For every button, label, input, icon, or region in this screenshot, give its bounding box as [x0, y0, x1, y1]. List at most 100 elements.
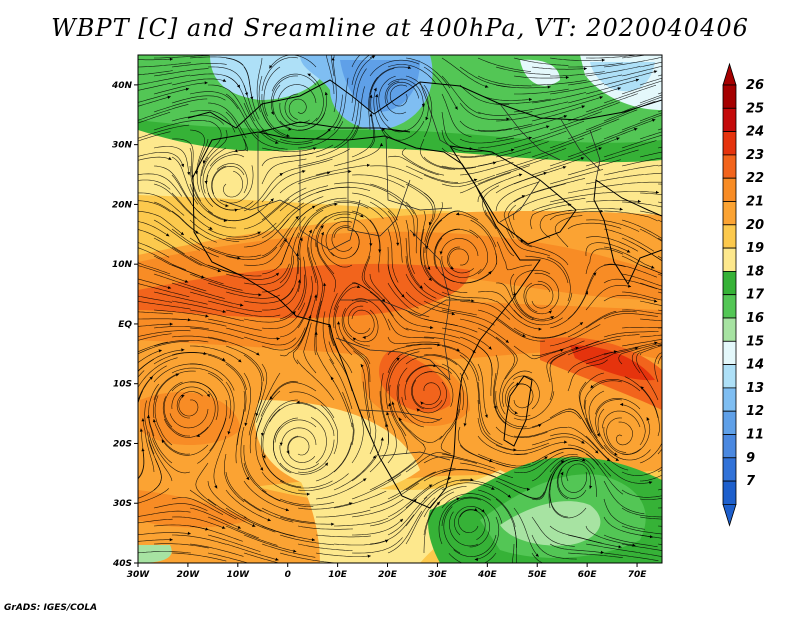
streamline [639, 334, 662, 338]
streamline-arrow [202, 160, 206, 164]
streamline [585, 435, 629, 471]
streamline [404, 365, 437, 401]
streamline [277, 84, 317, 104]
streamline [657, 110, 662, 113]
colorbar-label: 17 [746, 288, 765, 303]
streamline [297, 148, 351, 167]
streamline [297, 237, 303, 293]
streamline [423, 300, 477, 316]
streamline [423, 84, 433, 138]
streamline [369, 514, 415, 545]
streamline-arrow [521, 195, 526, 199]
streamline [657, 309, 662, 311]
streamline [639, 228, 662, 242]
streamline [176, 391, 203, 419]
streamline [531, 280, 554, 309]
streamline-arrow [616, 137, 620, 141]
streamline [513, 327, 567, 339]
streamline [513, 115, 568, 131]
streamline [621, 157, 662, 167]
streamline [138, 88, 190, 103]
streamline [138, 458, 162, 499]
streamline-arrow [362, 336, 366, 340]
streamline [513, 193, 558, 221]
streamline [513, 507, 540, 557]
streamline [416, 381, 447, 414]
streamline-arrow [535, 553, 539, 557]
streamline-arrow [396, 242, 400, 246]
streamline [531, 120, 585, 140]
streamline-arrow [175, 373, 179, 377]
streamline-arrow [270, 111, 274, 115]
streamline [513, 375, 540, 410]
streamline [207, 300, 262, 313]
lon-tick-label: 10W [227, 570, 251, 580]
streamline [153, 68, 209, 77]
streamline [618, 342, 662, 365]
streamline-arrow [543, 171, 547, 175]
streamline [172, 534, 227, 545]
streamline [603, 228, 655, 252]
streamline [369, 291, 409, 331]
streamline [585, 525, 636, 546]
streamline [566, 463, 592, 489]
streamline [279, 158, 333, 176]
streamline [505, 381, 531, 417]
streamline-arrow [270, 198, 274, 202]
streamline [310, 417, 327, 464]
streamline [376, 93, 407, 132]
streamline [297, 276, 313, 329]
streamline [495, 141, 549, 158]
streamline-arrow [275, 140, 279, 144]
streamline [171, 367, 224, 381]
streamline [153, 326, 209, 330]
streamline-arrow [560, 460, 565, 464]
streamline [243, 263, 290, 285]
streamline [513, 148, 567, 167]
streamline [189, 165, 213, 214]
streamline-arrow [550, 316, 554, 320]
streamline [636, 352, 659, 401]
streamline-arrow [262, 455, 266, 459]
colorbar-swatch [722, 480, 737, 505]
streamline [531, 198, 586, 212]
streamline [270, 75, 299, 115]
streamline [138, 70, 173, 76]
streamline [171, 210, 217, 243]
streamline [639, 210, 662, 217]
streamline [243, 66, 260, 120]
streamline-arrow [375, 94, 379, 98]
colorbar-swatch [722, 387, 737, 412]
streamline [153, 82, 208, 95]
streamline [297, 203, 338, 239]
streamline [261, 152, 314, 167]
streamline [225, 507, 276, 533]
streamline [240, 426, 250, 481]
streamline [621, 65, 662, 77]
streamline [262, 408, 281, 459]
streamline [387, 78, 424, 108]
streamline [657, 507, 662, 509]
streamline [620, 404, 646, 446]
streamline [477, 471, 531, 490]
streamline [297, 439, 335, 473]
streamline [639, 300, 662, 307]
streamline-arrow [560, 471, 564, 476]
streamline [549, 128, 602, 149]
streamline-arrow [596, 433, 600, 437]
streamline [590, 379, 641, 392]
streamline-arrow [420, 401, 424, 405]
arabia-coastline [448, 145, 577, 245]
streamline-arrow [167, 286, 172, 289]
streamline [388, 403, 408, 455]
colorbar-label: 15 [746, 334, 764, 349]
streamline [511, 543, 515, 563]
streamline [657, 354, 662, 365]
streamline [138, 265, 189, 283]
streamline-arrow [626, 249, 631, 253]
streamline [378, 75, 396, 122]
streamline [293, 314, 312, 365]
streamline [531, 447, 584, 464]
streamline [138, 262, 171, 275]
wbpt-color-field [138, 55, 662, 563]
